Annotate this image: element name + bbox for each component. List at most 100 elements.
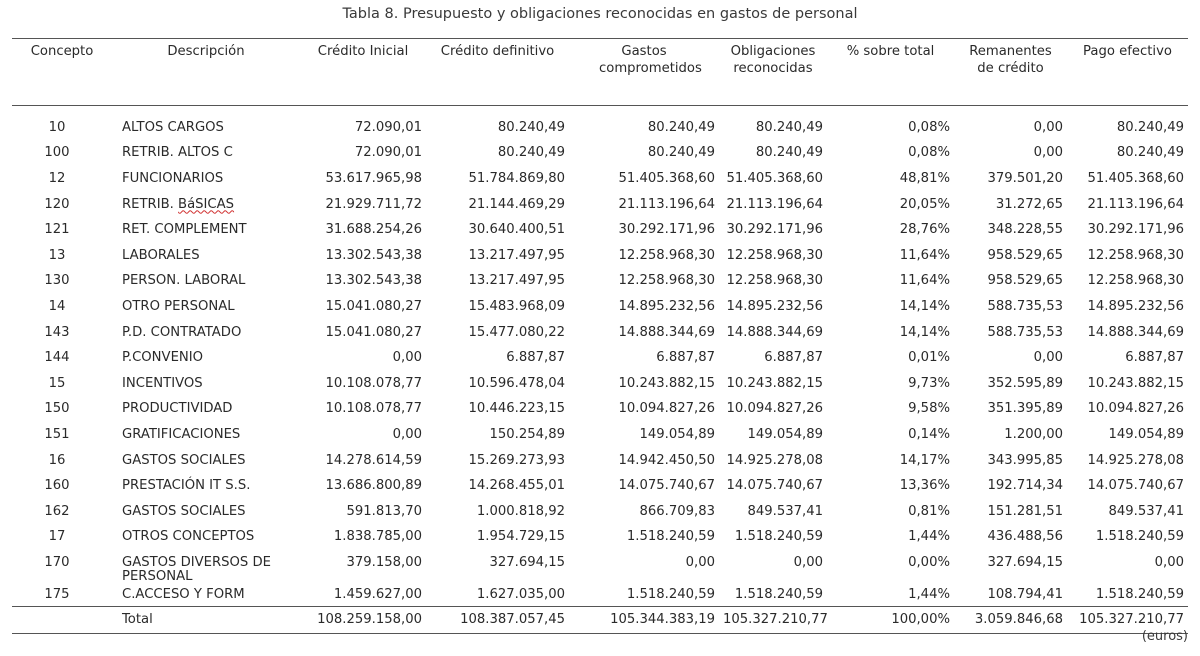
cell-credito-definitivo: 1.000.818,92 bbox=[476, 503, 565, 519]
header-gastos-comprometidos: Gastos comprometidos bbox=[569, 38, 719, 106]
cell-pago-efectivo: 1.518.240,59 bbox=[1095, 529, 1184, 545]
cell-pago-efectivo: 12.258.968,30 bbox=[1087, 247, 1184, 263]
cell-descripcion: P.CONVENIO bbox=[122, 350, 204, 366]
cell-concepto: 143 bbox=[44, 324, 70, 340]
cell-remanentes: 352.595,89 bbox=[987, 375, 1063, 391]
cell-pago-efectivo: 14.075.740,67 bbox=[1087, 478, 1184, 494]
cell-pago-efectivo: 149.054,89 bbox=[1108, 426, 1184, 442]
cell-credito-inicial: 13.302.543,38 bbox=[325, 273, 422, 289]
header-descripcion: Descripción bbox=[112, 38, 300, 106]
cell-pago-efectivo: 1.518.240,59 bbox=[1095, 587, 1184, 603]
table-row: 13 LABORALES 13.302.543,38 13.217.497,95… bbox=[12, 243, 1188, 269]
cell-concepto: 160 bbox=[44, 478, 70, 494]
cell-concepto: 13 bbox=[48, 247, 66, 263]
cell-credito-definitivo: 13.217.497,95 bbox=[468, 273, 565, 289]
cell-obligaciones-reconocidas: 14.925.278,08 bbox=[726, 452, 823, 468]
cell-concepto: 151 bbox=[44, 426, 70, 442]
cell-pago-efectivo: 14.888.344,69 bbox=[1087, 324, 1184, 340]
cell-credito-inicial: 10.108.078,77 bbox=[325, 401, 422, 417]
cell-concepto: 14 bbox=[48, 298, 66, 314]
cell-credito-inicial: 13.302.543,38 bbox=[325, 247, 422, 263]
cell-gastos-comprometidos: 14.888.344,69 bbox=[618, 324, 715, 340]
cell-credito-inicial: 10.108.078,77 bbox=[325, 375, 422, 391]
cell-concepto: 16 bbox=[48, 452, 66, 468]
cell-descripcion: RETRIB. ALTOS C bbox=[122, 145, 233, 161]
total-obligaciones-reconocidas: 105.327.210,77 bbox=[719, 606, 828, 634]
cell-pct-total: 11,64% bbox=[899, 273, 950, 289]
cell-descripcion: RET. COMPLEMENT bbox=[122, 222, 247, 238]
cell-credito-inicial: 0,00 bbox=[392, 350, 422, 366]
cell-pct-total: 28,76% bbox=[899, 222, 950, 238]
cell-pago-efectivo: 0,00 bbox=[1154, 555, 1184, 571]
cell-obligaciones-reconocidas: 849.537,41 bbox=[747, 503, 823, 519]
cell-pct-total: 0,01% bbox=[908, 350, 950, 366]
cell-gastos-comprometidos: 12.258.968,30 bbox=[618, 273, 715, 289]
cell-pago-efectivo: 14.925.278,08 bbox=[1087, 452, 1184, 468]
table-row: 120 RETRIB. BáSICAS 21.929.711,72 21.144… bbox=[12, 192, 1188, 218]
cell-gastos-comprometidos: 80.240,49 bbox=[647, 119, 715, 135]
cell-credito-definitivo: 30.640.400,51 bbox=[468, 222, 565, 238]
cell-concepto: 170 bbox=[44, 555, 70, 571]
cell-pct-total: 0,00% bbox=[908, 555, 950, 571]
cell-obligaciones-reconocidas: 21.113.196,64 bbox=[726, 196, 823, 212]
cell-pct-total: 1,44% bbox=[908, 529, 950, 545]
total-pct-total: 100,00% bbox=[827, 606, 954, 634]
cell-credito-definitivo: 21.144.469,29 bbox=[468, 196, 565, 212]
cell-gastos-comprometidos: 14.895.232,56 bbox=[618, 298, 715, 314]
cell-pct-total: 14,14% bbox=[899, 324, 950, 340]
cell-pago-efectivo: 10.243.882,15 bbox=[1087, 375, 1184, 391]
total-label: Total bbox=[112, 606, 300, 634]
cell-pct-total: 11,64% bbox=[899, 247, 950, 263]
cell-credito-definitivo: 1.954.729,15 bbox=[476, 529, 565, 545]
cell-remanentes: 958.529,65 bbox=[987, 247, 1063, 263]
cell-pago-efectivo: 14.895.232,56 bbox=[1087, 298, 1184, 314]
cell-pct-total: 20,05% bbox=[899, 196, 950, 212]
cell-gastos-comprometidos: 12.258.968,30 bbox=[618, 247, 715, 263]
cell-descripcion: GRATIFICACIONES bbox=[122, 426, 241, 442]
cell-concepto: 120 bbox=[44, 196, 70, 212]
cell-obligaciones-reconocidas: 1.518.240,59 bbox=[734, 529, 823, 545]
header-obligaciones-reconocidas: Obligaciones reconocidas bbox=[719, 38, 827, 106]
cell-pct-total: 48,81% bbox=[899, 170, 950, 186]
cell-pago-efectivo: 6.887,87 bbox=[1125, 350, 1184, 366]
cell-obligaciones-reconocidas: 12.258.968,30 bbox=[726, 247, 823, 263]
cell-descripcion: RETRIB. BáSICAS bbox=[112, 192, 300, 218]
table-row: 130 PERSON. LABORAL 13.302.543,38 13.217… bbox=[12, 269, 1188, 295]
cell-remanentes: 958.529,65 bbox=[987, 273, 1063, 289]
cell-remanentes: 379.501,20 bbox=[987, 170, 1063, 186]
cell-pago-efectivo: 10.094.827,26 bbox=[1087, 401, 1184, 417]
cell-remanentes: 31.272,65 bbox=[995, 196, 1063, 212]
table-row: 16 GASTOS SOCIALES 14.278.614,59 15.269.… bbox=[12, 448, 1188, 474]
cell-pct-total: 13,36% bbox=[899, 478, 950, 494]
cell-obligaciones-reconocidas: 30.292.171,96 bbox=[726, 222, 823, 238]
header-credito-definitivo: Crédito definitivo bbox=[426, 38, 569, 106]
cell-gastos-comprometidos: 10.243.882,15 bbox=[618, 375, 715, 391]
cell-concepto: 162 bbox=[44, 503, 70, 519]
cell-pct-total: 0,14% bbox=[908, 426, 950, 442]
cell-gastos-comprometidos: 14.075.740,67 bbox=[618, 478, 715, 494]
cell-obligaciones-reconocidas: 14.895.232,56 bbox=[726, 298, 823, 314]
cell-concepto: 15 bbox=[48, 375, 66, 391]
table-row: 175 C.ACCESO Y FORM 1.459.627,00 1.627.0… bbox=[12, 584, 1188, 607]
cell-gastos-comprometidos: 21.113.196,64 bbox=[618, 196, 715, 212]
header-pago-efectivo: Pago efectivo bbox=[1067, 38, 1188, 106]
table-row: 144 P.CONVENIO 0,00 6.887,87 6.887,87 6.… bbox=[12, 345, 1188, 371]
cell-remanentes: 1.200,00 bbox=[1004, 426, 1063, 442]
cell-concepto: 144 bbox=[44, 350, 70, 366]
cell-concepto: 130 bbox=[44, 273, 70, 289]
cell-pago-efectivo: 51.405.368,60 bbox=[1087, 170, 1184, 186]
cell-concepto: 121 bbox=[44, 222, 70, 238]
cell-obligaciones-reconocidas: 0,00 bbox=[793, 555, 823, 571]
cell-remanentes: 327.694,15 bbox=[987, 555, 1063, 571]
cell-descripcion: FUNCIONARIOS bbox=[122, 170, 224, 186]
cell-pago-efectivo: 12.258.968,30 bbox=[1087, 273, 1184, 289]
cell-obligaciones-reconocidas: 80.240,49 bbox=[755, 145, 823, 161]
cell-concepto: 10 bbox=[48, 119, 66, 135]
cell-remanentes: 588.735,53 bbox=[987, 298, 1063, 314]
cell-gastos-comprometidos: 30.292.171,96 bbox=[618, 222, 715, 238]
cell-pct-total: 14,17% bbox=[899, 452, 950, 468]
cell-remanentes: 351.395,89 bbox=[987, 401, 1063, 417]
cell-obligaciones-reconocidas: 12.258.968,30 bbox=[726, 273, 823, 289]
cell-descripcion: P.D. CONTRATADO bbox=[122, 324, 242, 340]
cell-credito-inicial: 72.090,01 bbox=[354, 145, 422, 161]
